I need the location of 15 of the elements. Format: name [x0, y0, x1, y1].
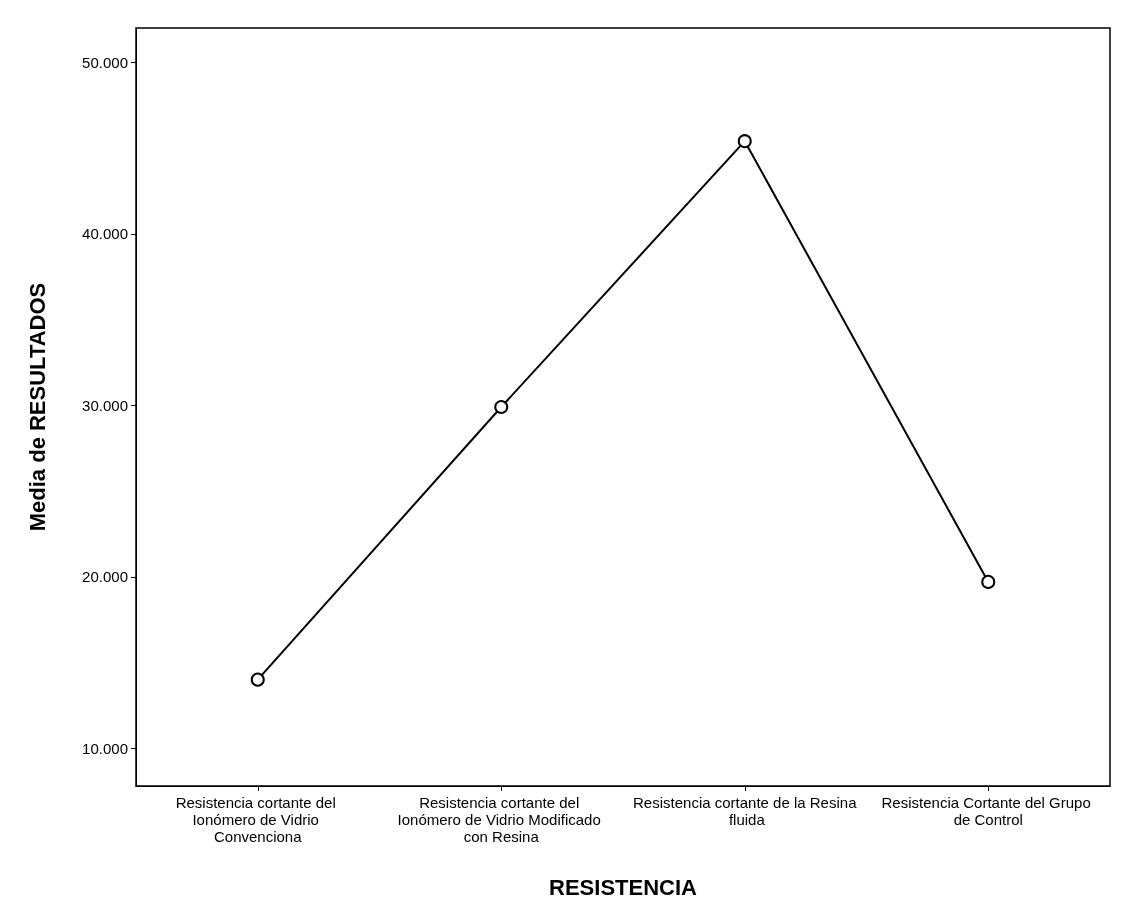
x-axis-title: RESISTENCIA — [549, 874, 698, 900]
y-tick-label: 40.000 — [82, 225, 128, 243]
y-axis-title: Media de RESULTADOS — [24, 282, 50, 532]
point — [250, 672, 265, 687]
x-tick-label: Resistencia cortante de la Resina fluida — [633, 794, 858, 828]
x-tick-label: Resistencia cortante del Ionómero de Vidrio Convenciona — [175, 794, 340, 845]
point — [737, 134, 752, 149]
y-tick-label: 50.000 — [82, 53, 128, 71]
y-tick-label: 20.000 — [82, 568, 128, 586]
y-tick-label: 10.000 — [82, 739, 128, 757]
x-tick-label: Resistencia Cortante del Grupo de Control — [881, 794, 1095, 828]
x-tick-label: Resistencia cortante del Ionómero de Vidrio Modificado con Resina — [397, 794, 605, 845]
y-tick-label: 30.000 — [82, 396, 128, 414]
point — [494, 400, 509, 414]
point — [981, 574, 996, 589]
